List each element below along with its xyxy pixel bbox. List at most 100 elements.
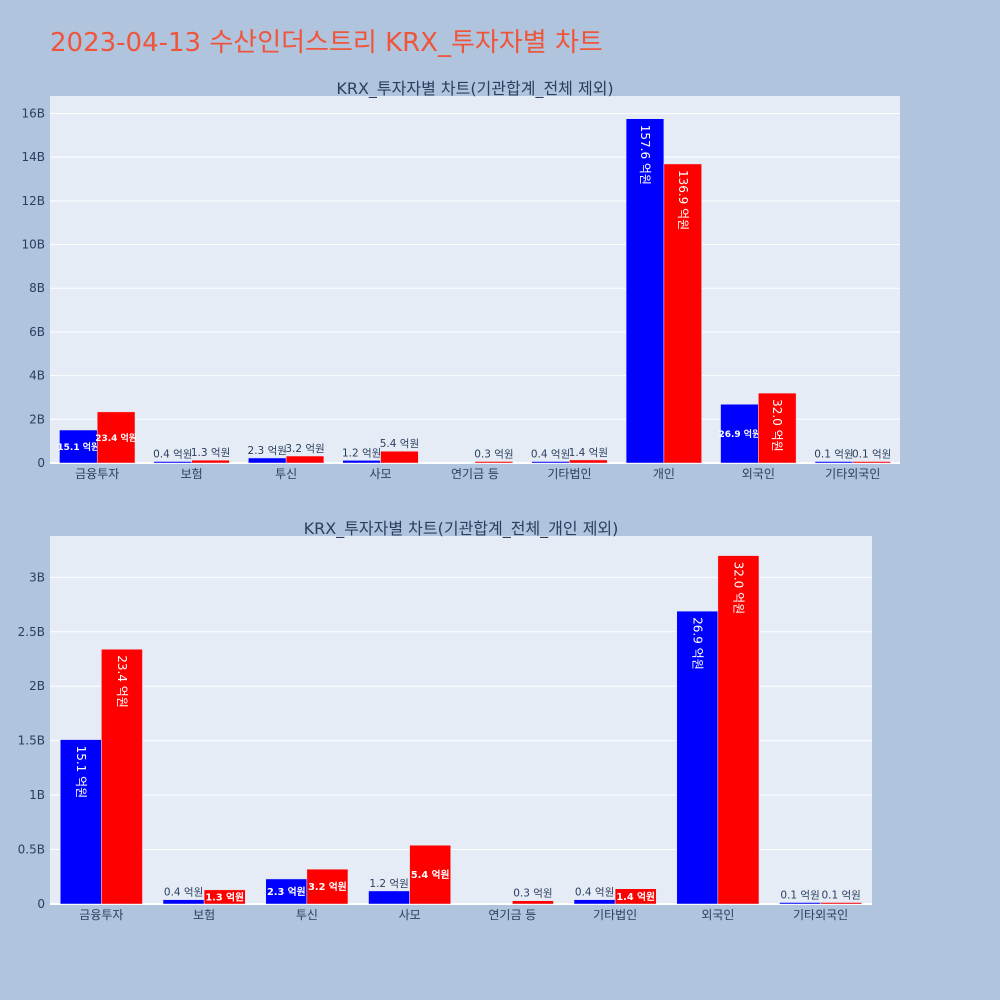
x-tick-label: 투신	[275, 467, 297, 481]
bar	[191, 459, 230, 464]
x-tick-label: 사모	[399, 908, 421, 922]
data-label: 0.1 억원	[780, 890, 819, 902]
data-label: 0.4 억원	[531, 449, 570, 461]
bar	[720, 403, 759, 464]
x-tick-label: 금융투자	[75, 467, 119, 481]
x-tick-label: 기타외국인	[825, 467, 880, 481]
x-tick-label: 연기금 등	[451, 467, 499, 481]
y-tick-label: 10B	[21, 238, 45, 252]
y-tick-label: 0	[37, 897, 45, 911]
data-label: 26.9 억원	[719, 428, 761, 440]
bar	[676, 610, 719, 905]
y-tick-label: 12B	[21, 194, 45, 208]
data-label: 1.2 억원	[369, 878, 408, 890]
data-label: 0.4 억원	[575, 887, 614, 899]
bar	[779, 902, 821, 905]
data-label: 32.0 억원	[770, 399, 784, 452]
bar	[203, 889, 246, 905]
data-label: 1.4 억원	[616, 890, 655, 903]
data-label: 0.4 억원	[153, 449, 192, 461]
bar	[614, 888, 657, 905]
bar	[153, 461, 192, 464]
data-label: 0.1 억원	[852, 449, 891, 461]
data-label: 0.3 억원	[474, 449, 513, 461]
x-tick-label: 금융투자	[79, 908, 123, 922]
bar	[569, 459, 608, 464]
y-tick-label: 3B	[29, 570, 45, 584]
y-tick-label: 4B	[29, 369, 45, 383]
bar	[531, 461, 570, 464]
x-tick-label: 외국인	[701, 908, 734, 922]
bar	[717, 555, 760, 905]
data-label: 15.1 억원	[57, 441, 99, 453]
x-tick-label: 보험	[181, 467, 203, 481]
page-title: 2023-04-13 수산인더스트리 KRX_투자자별 차트	[50, 28, 603, 58]
data-label: 157.6 억원	[638, 125, 652, 185]
y-tick-label: 16B	[21, 106, 45, 120]
bar	[474, 461, 514, 464]
y-tick-label: 2B	[29, 679, 45, 693]
data-label: 1.2 억원	[342, 447, 381, 459]
data-label: 0.3 억원	[513, 888, 552, 900]
bar	[342, 460, 381, 464]
bar	[852, 461, 891, 464]
chart-title: KRX_투자자별 차트(기관합계_전체_개인 제외)	[304, 519, 619, 539]
x-tick-label: 기타법인	[547, 467, 591, 481]
bar	[758, 392, 797, 464]
y-tick-label: 1B	[29, 788, 45, 802]
bar	[368, 890, 410, 905]
data-label: 0.1 억원	[821, 890, 860, 902]
bar	[248, 457, 287, 464]
data-label: 3.2 억원	[308, 880, 347, 893]
bar	[409, 844, 451, 905]
x-tick-label: 사모	[370, 467, 392, 481]
data-label: 5.4 억원	[411, 868, 450, 881]
data-label: 1.4 억원	[569, 447, 608, 459]
bar	[60, 739, 102, 905]
bar	[285, 455, 325, 464]
bar	[101, 648, 143, 905]
y-tick-label: 8B	[29, 281, 45, 295]
y-tick-label: 2.5B	[18, 625, 45, 639]
data-label: 1.3 억원	[191, 447, 230, 459]
data-label: 5.4 억원	[380, 438, 419, 450]
data-label: 23.4 억원	[115, 655, 129, 708]
bar	[663, 163, 702, 464]
bar	[59, 429, 98, 464]
x-tick-label: 기타법인	[593, 908, 637, 922]
data-label: 1.3 억원	[205, 890, 244, 903]
chart-title: KRX_투자자별 차트(기관합계_전체 제외)	[336, 79, 613, 99]
x-tick-label: 보험	[193, 908, 215, 922]
bar	[820, 902, 862, 905]
data-label: 0.4 억원	[164, 887, 203, 899]
bar	[96, 411, 136, 464]
x-tick-label: 외국인	[742, 467, 775, 481]
data-label: 26.9 억원	[690, 617, 704, 670]
bar	[306, 868, 349, 905]
x-tick-label: 투신	[296, 908, 318, 922]
data-label: 0.1 억원	[814, 449, 853, 461]
y-tick-label: 0.5B	[18, 843, 45, 857]
data-label: 2.3 억원	[267, 885, 306, 898]
data-label: 32.0 억원	[731, 562, 745, 615]
bar	[573, 899, 616, 905]
y-tick-label: 14B	[21, 150, 45, 164]
bar	[380, 450, 419, 464]
bar	[814, 461, 854, 464]
y-tick-label: 1.5B	[18, 734, 45, 748]
bar	[625, 118, 665, 464]
y-tick-label: 2B	[29, 412, 45, 426]
x-tick-label: 기타외국인	[793, 908, 848, 922]
chart-2: 0 0.5B 1B 1.5B 2B 2.5B 3B KRX_투자자별 차트(기관합계_전체_개…	[18, 519, 872, 922]
bar	[162, 899, 205, 905]
data-label: 3.2 억원	[285, 443, 324, 455]
y-tick-label: 0	[37, 456, 45, 470]
bar	[265, 878, 308, 905]
data-label: 15.1 억원	[74, 746, 88, 799]
x-tick-label: 연기금 등	[488, 908, 536, 922]
data-label: 23.4 억원	[95, 432, 137, 444]
chart-1: 0 2B 4B 6B 8B 10B 12B 14B 16B KRX_투자자별 차트(기관합계_전체…	[21, 79, 900, 481]
x-tick-label: 개인	[653, 467, 675, 481]
